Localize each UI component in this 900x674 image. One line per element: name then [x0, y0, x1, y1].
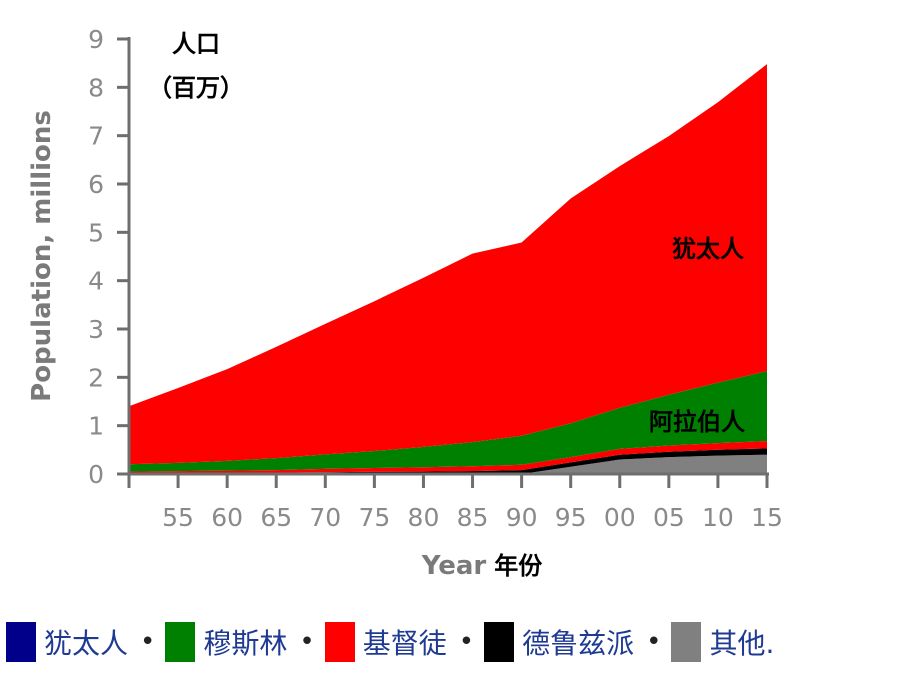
- x-tick-label: 85: [457, 503, 489, 532]
- legend-label-druze: 德鲁兹派: [522, 627, 635, 660]
- y-tick-label: 0: [88, 460, 104, 489]
- legend-separator: •: [299, 627, 315, 657]
- axes: 0 1 2 3 4 5 6 7 8 9 55 60 65 70 75 80 85 90 95 00 05 10 15: [88, 25, 783, 532]
- legend-item-jews: 犹太人: [6, 622, 128, 662]
- y-tick-label: 1: [88, 412, 104, 441]
- y-tick-label: 4: [88, 267, 104, 296]
- legend-swatch-christians: [324, 622, 355, 662]
- x-tick-label: 55: [162, 503, 194, 532]
- legend-separator: •: [646, 627, 662, 657]
- y-tick-label: 5: [88, 218, 104, 247]
- y-tick-label: 9: [88, 25, 104, 54]
- x-tick-label: 10: [702, 503, 734, 532]
- x-tick-label: 75: [358, 503, 390, 532]
- x-tick-label: 90: [506, 503, 538, 532]
- legend-swatch-druze: [484, 622, 515, 662]
- legend-label-christians: 基督徒: [362, 627, 447, 660]
- legend-label-others: 其他.: [709, 627, 775, 660]
- y-tick-label: 3: [88, 315, 104, 344]
- y-tick-label: 7: [88, 122, 104, 151]
- annotation-jews: 犹太人: [672, 235, 744, 263]
- x-tick-label: 80: [408, 503, 440, 532]
- legend-label-jews: 犹太人: [44, 627, 129, 660]
- y-tick-label: 8: [88, 73, 104, 102]
- legend-separator: •: [458, 627, 475, 657]
- stacked-areas: [129, 64, 767, 474]
- y-axis-label: Population, millions: [27, 110, 57, 402]
- area-series-4: [129, 64, 767, 465]
- x-tick-label: 65: [260, 503, 292, 532]
- x-tick-label: 70: [309, 503, 341, 532]
- x-tick-label: 95: [555, 503, 587, 532]
- legend-item-druze: 德鲁兹派: [484, 622, 634, 662]
- legend-swatch-others: [671, 622, 702, 662]
- x-tick-label: 60: [211, 503, 243, 532]
- x-tick-label: 15: [751, 503, 783, 532]
- area-series-3: [129, 371, 767, 472]
- x-axis-label-cn: 年份: [494, 552, 543, 580]
- legend: 犹太人 • 穆斯林 • 基督徒 • 德鲁兹派 • 其他.: [6, 620, 774, 664]
- legend-swatch-muslims: [165, 622, 196, 662]
- legend-item-muslims: 穆斯林: [165, 622, 287, 662]
- legend-swatch-jews: [6, 622, 36, 662]
- y-tick-label: 2: [88, 363, 104, 392]
- legend-separator: •: [140, 627, 156, 657]
- x-tick-label: 00: [604, 503, 636, 532]
- area-series-0: [129, 454, 767, 474]
- legend-label-muslims: 穆斯林: [203, 627, 288, 660]
- annotation-arabs: 阿拉伯人: [649, 408, 745, 436]
- area-series-1: [129, 448, 767, 474]
- legend-item-others: 其他.: [671, 622, 774, 662]
- y-tick-label: 6: [88, 170, 104, 199]
- chart-title-line-1: 人口: [172, 30, 220, 58]
- area-series-2: [129, 441, 767, 474]
- chart-title-line-2: （百万）: [148, 74, 244, 102]
- x-axis-label: Year 年份: [421, 551, 543, 581]
- x-axis-label-en: Year: [421, 551, 487, 581]
- legend-item-christians: 基督徒: [324, 622, 447, 662]
- x-tick-label: 05: [653, 503, 685, 532]
